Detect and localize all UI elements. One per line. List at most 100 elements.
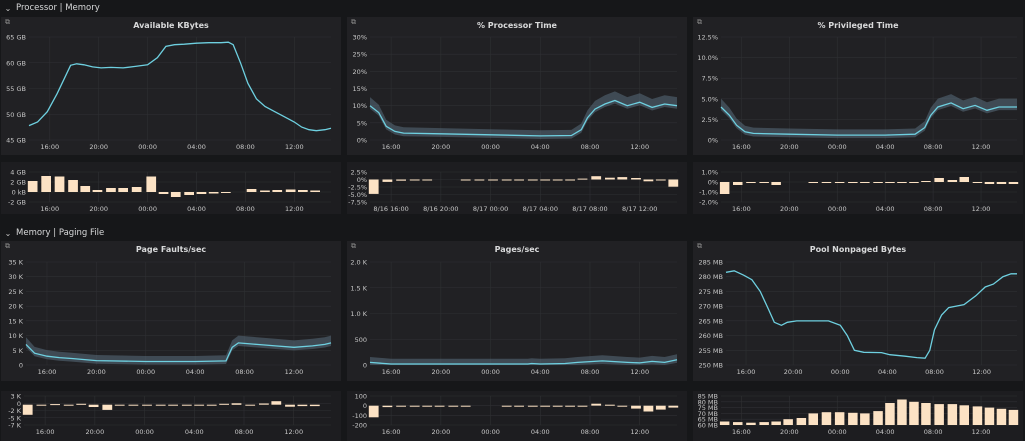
y-tick-label: -5 K	[8, 414, 22, 422]
external-link-icon[interactable]: ⧉	[697, 242, 702, 250]
y-tick-label: -2.0%	[699, 199, 718, 207]
x-tick-label: 12:00	[630, 143, 649, 151]
x-tick-label: 00:00	[136, 368, 155, 376]
y-tick-label: 5%	[357, 119, 367, 127]
bars-processor-time-delta[interactable]: 2.5% 0% -2.5% -5.0% -7.5% 8/16 16:00 8/16 20:0…	[347, 162, 687, 214]
y-tick-label: 4 GB	[10, 169, 26, 177]
bar	[834, 182, 845, 183]
bar	[184, 192, 194, 195]
bar	[448, 405, 459, 407]
x-tick-label: 00:00	[828, 428, 847, 436]
bar	[733, 182, 743, 185]
bar	[272, 190, 283, 192]
bar	[1008, 182, 1019, 184]
bar	[474, 179, 485, 181]
bar	[783, 419, 793, 425]
bars-available-kbytes-delta[interactable]: 4 GB 2 GB 0 kB -2 GB 16:00 20:00 00:00 04:00 08:…	[1, 162, 341, 214]
x-tick-label: 12:00	[972, 205, 991, 213]
y-tick-label: -5.0%	[348, 191, 367, 199]
panel-processor-time[interactable]: ⧉ % Processor Time 30% 25% 20% 15% 10% 5% 0% 16…	[347, 17, 687, 155]
bar	[668, 179, 679, 187]
x-tick-label: 04:00	[531, 143, 550, 151]
bar	[102, 404, 113, 410]
row-header-memory-paging-file[interactable]: ⌄ Memory | Paging File	[4, 226, 105, 240]
x-tick-label: 20:00	[89, 205, 108, 213]
x-tick-label: 20:00	[85, 428, 104, 436]
y-tick-label: 285 MB	[698, 259, 723, 267]
bar	[396, 405, 406, 407]
y-tick-label: 0	[17, 400, 21, 408]
bar	[382, 405, 393, 408]
bar	[759, 182, 769, 183]
y-tick-label: 75 MB	[698, 404, 718, 412]
x-tick-label: 16:00	[737, 368, 756, 376]
bar	[22, 404, 33, 415]
x-tick-label: 04:00	[531, 428, 550, 436]
y-tick-label: 65 MB	[698, 416, 718, 424]
row-header-processor-memory[interactable]: ⌄ Processor | Memory	[4, 1, 100, 15]
bar	[848, 412, 858, 425]
x-tick-label: 16:00	[382, 143, 401, 151]
bar	[36, 404, 47, 406]
bar	[114, 404, 125, 406]
bar	[821, 182, 832, 183]
x-tick-label: 08:00	[235, 428, 254, 436]
external-link-icon[interactable]: ⧉	[5, 242, 10, 250]
x-tick-label: 00:00	[135, 428, 154, 436]
bar	[934, 404, 944, 425]
bar	[297, 404, 308, 407]
y-tick-label: 15%	[353, 85, 367, 93]
y-tick-label: 5 K	[13, 347, 24, 355]
x-tick-label: 16:00	[382, 368, 401, 376]
bars-pool-nonpaged-delta[interactable]: 85 MB 80 MB 75 MB 70 MB 65 MB 60 MB 16:00 20:00…	[693, 391, 1023, 441]
y-tick-label: 30%	[353, 34, 367, 42]
bars-page-faults-delta[interactable]: 3 K 0 -2 K -5 K -7 K 16:00 20:00 00:00 04:00 08:0…	[1, 391, 341, 441]
bar	[76, 403, 87, 405]
x-tick-label: 00:00	[138, 205, 157, 213]
row-title: Memory | Paging File	[16, 228, 105, 238]
bar	[552, 179, 563, 181]
y-tick-label: 275 MB	[698, 288, 723, 296]
y-tick-label: 250 MB	[698, 362, 723, 370]
x-tick-label: 04:00	[531, 368, 550, 376]
bar	[860, 182, 870, 183]
panel-available-kbytes[interactable]: ⧉ Available KBytes 65 GB 60 GB 55 GB 50 GB 4…	[1, 17, 341, 155]
y-tick-label: 5.0%	[701, 95, 718, 103]
x-tick-label: 8/17 08:00	[572, 205, 607, 213]
chart-processor-time-delta: 2.5%0%-2.5%-5.0%-7.5% 8/16 16:00 8/16 20:0…	[348, 169, 679, 213]
bar	[298, 190, 308, 192]
bar	[972, 406, 983, 425]
external-link-icon[interactable]: ⧉	[5, 18, 10, 26]
x-tick-label: 20:00	[780, 143, 799, 151]
bar	[41, 176, 51, 192]
panel-page-faults[interactable]: ⧉ Page Faults/sec 35 K 30 K 25 K 20 K 15 K 10…	[1, 241, 341, 381]
bar	[617, 405, 628, 407]
series-band	[721, 94, 1017, 139]
bars-privileged-time-delta[interactable]: 1.0% 0% -1.0% -2.0% 16:00 20:00 00:00 04:00 08:0…	[693, 162, 1023, 214]
bar	[643, 179, 654, 182]
x-tick-label: 20:00	[431, 428, 450, 436]
bar	[746, 422, 756, 425]
external-link-icon[interactable]: ⧉	[697, 18, 702, 26]
x-tick-label: 08:00	[924, 143, 943, 151]
bar	[655, 405, 666, 410]
panel-privileged-time[interactable]: ⧉ % Privileged Time 12.5% 10.0% 7.5% 5.0% 2.…	[693, 17, 1023, 155]
bar	[106, 188, 116, 192]
bars-pages-sec-delta[interactable]: 100 0 -100 -200 16:00 20:00 00:00 04:00 08:00 12:…	[347, 391, 687, 441]
y-tick-label: 25 K	[8, 288, 23, 296]
external-link-icon[interactable]: ⧉	[351, 18, 356, 26]
chart-available-kbytes: 65 GB 60 GB 55 GB 50 GB 45 GB 16:00 20:00 00:00…	[6, 34, 332, 151]
panel-pool-nonpaged-bytes[interactable]: ⧉ Pool Nonpaged Bytes 285 MB 280 MB 275 MB…	[693, 241, 1023, 381]
x-tick-label: 8/17 04:00	[523, 205, 558, 213]
panel-pages-sec[interactable]: ⧉ Pages/sec 2.0 K 1.5 K 1.0 K 500 0 16:00 20:0…	[347, 241, 687, 381]
bar	[821, 412, 832, 425]
x-tick-label: 00:00	[828, 143, 847, 151]
x-tick-label: 8/16 16:00	[373, 205, 408, 213]
x-tick-label: 16:00	[38, 368, 57, 376]
y-tick-label: 0	[19, 362, 23, 370]
y-tick-label: 20%	[353, 68, 367, 76]
external-link-icon[interactable]: ⧉	[351, 242, 356, 250]
bar	[921, 403, 931, 425]
bar	[668, 405, 679, 408]
y-tick-label: 30 K	[8, 273, 23, 281]
